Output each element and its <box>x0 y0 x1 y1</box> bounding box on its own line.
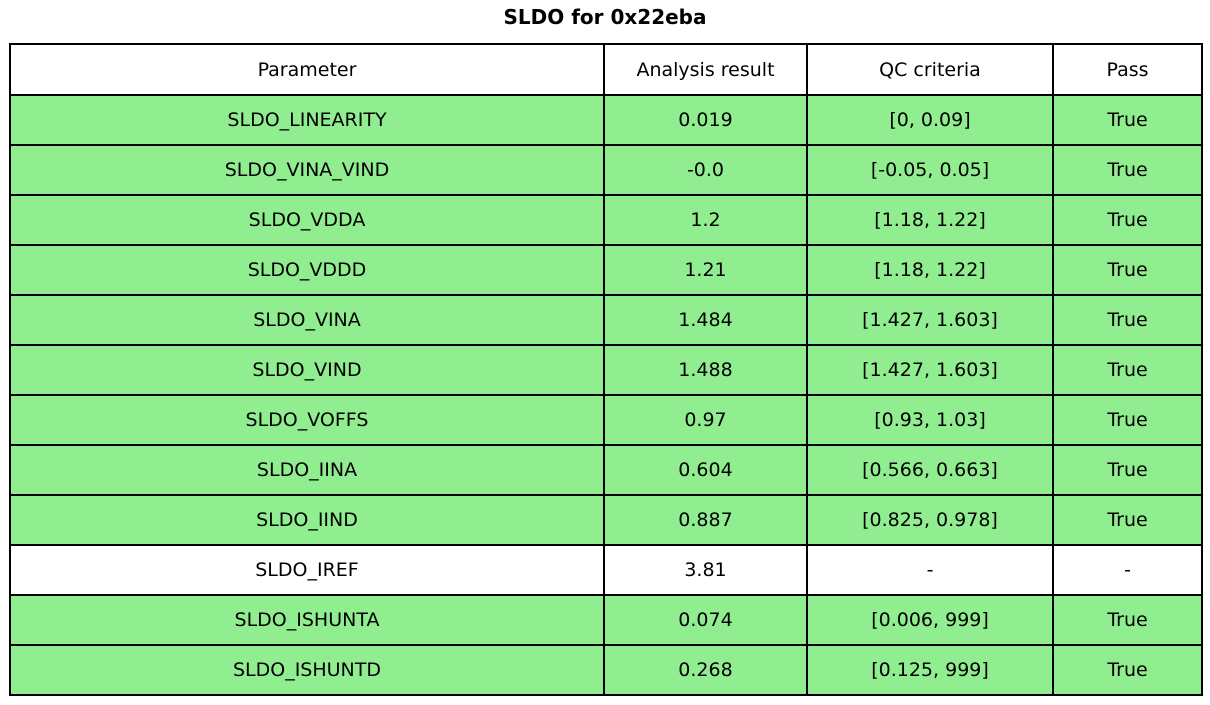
cell-qc-criteria: [1.427, 1.603] <box>806 344 1054 396</box>
cell-parameter: SLDO_IINA <box>9 444 605 496</box>
cell-qc-criteria: [0.566, 0.663] <box>806 444 1054 496</box>
table-row: SLDO_VIND 1.488 [1.427, 1.603] True <box>9 344 1203 396</box>
table-row: SLDO_VOFFS 0.97 [0.93, 1.03] True <box>9 394 1203 446</box>
cell-parameter: SLDO_VOFFS <box>9 394 605 446</box>
column-header-pass: Pass <box>1052 43 1203 96</box>
cell-pass: True <box>1052 494 1203 546</box>
cell-pass: True <box>1052 94 1203 146</box>
cell-analysis-result: 1.488 <box>603 344 808 396</box>
column-header-parameter: Parameter <box>9 43 605 96</box>
cell-qc-criteria: [-0.05, 0.05] <box>806 144 1054 196</box>
table-row: SLDO_VDDD 1.21 [1.18, 1.22] True <box>9 244 1203 296</box>
qc-results-table: Parameter Analysis result QC criteria Pa… <box>9 43 1203 696</box>
table-row: SLDO_VINA_VIND -0.0 [-0.05, 0.05] True <box>9 144 1203 196</box>
cell-analysis-result: 0.019 <box>603 94 808 146</box>
cell-parameter: SLDO_IIND <box>9 494 605 546</box>
cell-qc-criteria: [0.825, 0.978] <box>806 494 1054 546</box>
table-row: SLDO_IINA 0.604 [0.566, 0.663] True <box>9 444 1203 496</box>
cell-pass: True <box>1052 644 1203 696</box>
table-body: SLDO_LINEARITY 0.019 [0, 0.09] True SLDO… <box>9 94 1203 696</box>
cell-pass: True <box>1052 444 1203 496</box>
table-header: Parameter Analysis result QC criteria Pa… <box>9 43 1203 96</box>
cell-qc-criteria: [0.125, 999] <box>806 644 1054 696</box>
cell-analysis-result: 1.21 <box>603 244 808 296</box>
cell-qc-criteria: - <box>806 544 1054 596</box>
cell-analysis-result: 0.268 <box>603 644 808 696</box>
table-row: SLDO_ISHUNTD 0.268 [0.125, 999] True <box>9 644 1203 696</box>
cell-pass: True <box>1052 294 1203 346</box>
column-header-qc-criteria: QC criteria <box>806 43 1054 96</box>
cell-qc-criteria: [0.006, 999] <box>806 594 1054 646</box>
cell-analysis-result: 0.97 <box>603 394 808 446</box>
header-row: Parameter Analysis result QC criteria Pa… <box>9 43 1203 96</box>
cell-pass: True <box>1052 244 1203 296</box>
chart-title: SLDO for 0x22eba <box>503 5 707 29</box>
cell-qc-criteria: [0, 0.09] <box>806 94 1054 146</box>
cell-qc-criteria: [0.93, 1.03] <box>806 394 1054 446</box>
column-header-analysis-result: Analysis result <box>603 43 808 96</box>
cell-pass: True <box>1052 594 1203 646</box>
table-row: SLDO_ISHUNTA 0.074 [0.006, 999] True <box>9 594 1203 646</box>
cell-parameter: SLDO_IREF <box>9 544 605 596</box>
cell-parameter: SLDO_VDDA <box>9 194 605 246</box>
cell-analysis-result: 0.604 <box>603 444 808 496</box>
cell-parameter: SLDO_ISHUNTA <box>9 594 605 646</box>
cell-pass: True <box>1052 194 1203 246</box>
cell-qc-criteria: [1.18, 1.22] <box>806 194 1054 246</box>
table-row: SLDO_LINEARITY 0.019 [0, 0.09] True <box>9 94 1203 146</box>
cell-parameter: SLDO_VINA_VIND <box>9 144 605 196</box>
cell-parameter: SLDO_VDDD <box>9 244 605 296</box>
cell-analysis-result: 1.2 <box>603 194 808 246</box>
cell-pass: - <box>1052 544 1203 596</box>
cell-analysis-result: 0.074 <box>603 594 808 646</box>
cell-analysis-result: -0.0 <box>603 144 808 196</box>
cell-pass: True <box>1052 344 1203 396</box>
cell-qc-criteria: [1.427, 1.603] <box>806 294 1054 346</box>
cell-pass: True <box>1052 144 1203 196</box>
table-row: SLDO_VINA 1.484 [1.427, 1.603] True <box>9 294 1203 346</box>
cell-analysis-result: 0.887 <box>603 494 808 546</box>
cell-qc-criteria: [1.18, 1.22] <box>806 244 1054 296</box>
cell-parameter: SLDO_VIND <box>9 344 605 396</box>
cell-parameter: SLDO_ISHUNTD <box>9 644 605 696</box>
cell-analysis-result: 1.484 <box>603 294 808 346</box>
cell-analysis-result: 3.81 <box>603 544 808 596</box>
table-row: SLDO_VDDA 1.2 [1.18, 1.22] True <box>9 194 1203 246</box>
table-row: SLDO_IREF 3.81 - - <box>9 544 1203 596</box>
cell-pass: True <box>1052 394 1203 446</box>
cell-parameter: SLDO_VINA <box>9 294 605 346</box>
table-row: SLDO_IIND 0.887 [0.825, 0.978] True <box>9 494 1203 546</box>
cell-parameter: SLDO_LINEARITY <box>9 94 605 146</box>
